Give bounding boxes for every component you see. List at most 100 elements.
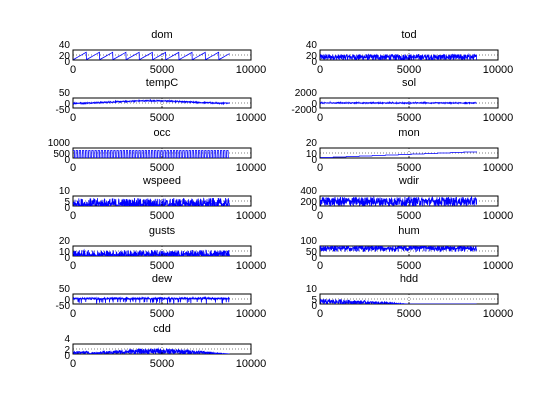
x-tick-label: 0 <box>317 260 323 272</box>
y-tick-label: 50 <box>59 88 71 99</box>
y-tick-label: 4 <box>64 334 70 345</box>
y-tick-label: 2 <box>64 345 70 356</box>
y-tick-label: 0 <box>311 301 317 312</box>
x-tick-label: 10000 <box>483 210 514 222</box>
y-tick-label: 2000 <box>295 88 318 99</box>
x-tick-label: 5000 <box>397 260 421 272</box>
x-tick-label: 10000 <box>236 260 267 272</box>
x-tick-label: 0 <box>70 162 76 174</box>
x-tick-label: 0 <box>70 210 76 222</box>
series-line-cdd <box>73 347 230 354</box>
y-tick-label: 1000 <box>48 138 71 149</box>
subplot-title: dew <box>152 273 172 285</box>
y-tick-label: 20 <box>59 51 71 62</box>
subplot-title: hum <box>398 225 419 237</box>
x-tick-label: 0 <box>70 308 76 320</box>
y-tick-label: -50 <box>56 105 71 116</box>
series-line-dew <box>73 296 230 304</box>
x-tick-label: 5000 <box>150 358 174 370</box>
x-tick-label: 5000 <box>150 64 174 76</box>
y-tick-label: 0 <box>64 253 70 264</box>
y-tick-label: 0 <box>311 57 317 68</box>
y-tick-label: 5 <box>64 197 70 208</box>
y-tick-label: 20 <box>306 51 318 62</box>
series-line-hdd <box>320 298 477 304</box>
x-tick-label: 5000 <box>397 162 421 174</box>
series-line-gusts <box>73 248 231 256</box>
x-tick-label: 5000 <box>150 112 174 124</box>
x-tick-label: 0 <box>70 358 76 370</box>
y-tick-label: 0 <box>64 57 70 68</box>
x-tick-label: 10000 <box>236 210 267 222</box>
subplot-title: cdd <box>153 323 171 335</box>
series-line-tempC <box>73 98 230 106</box>
subplot-title: hdd <box>400 273 418 285</box>
y-tick-label: 10 <box>59 186 71 197</box>
y-tick-label: 0 <box>64 351 70 362</box>
y-tick-label: 500 <box>53 149 70 160</box>
y-tick-label: 20 <box>306 138 318 149</box>
x-tick-label: 5000 <box>150 308 174 320</box>
x-tick-label: 0 <box>317 64 323 76</box>
x-tick-label: 10000 <box>483 64 514 76</box>
series-line-occ <box>73 150 230 158</box>
y-tick-label: 0 <box>64 203 70 214</box>
y-tick-label: 0 <box>311 253 317 264</box>
y-tick-label: 10 <box>306 284 318 295</box>
x-tick-label: 10000 <box>483 260 514 272</box>
subplot-title: wdir <box>398 175 420 187</box>
subplot-title: dom <box>151 29 172 41</box>
x-tick-label: 0 <box>317 210 323 222</box>
x-tick-label: 5000 <box>397 308 421 320</box>
series-line-sol <box>320 100 477 105</box>
x-tick-label: 5000 <box>150 260 174 272</box>
y-tick-label: 0 <box>311 99 317 110</box>
y-tick-label: 200 <box>300 197 317 208</box>
x-tick-label: 10000 <box>483 162 514 174</box>
x-tick-label: 5000 <box>150 210 174 222</box>
series-line-wdir <box>320 196 478 206</box>
x-tick-label: 10000 <box>236 308 267 320</box>
x-tick-label: 5000 <box>397 64 421 76</box>
y-tick-label: 100 <box>300 236 317 247</box>
y-tick-label: 0 <box>64 295 70 306</box>
subplot-title: sol <box>402 77 416 89</box>
series-line-mon <box>320 151 478 158</box>
series-line-dom <box>73 51 230 60</box>
subplot-title: tod <box>401 29 416 41</box>
series-line-wspeed <box>73 197 230 206</box>
x-tick-label: 5000 <box>150 162 174 174</box>
y-tick-label: 10 <box>59 247 71 258</box>
y-tick-label: 50 <box>306 247 318 258</box>
x-tick-label: 10000 <box>236 64 267 76</box>
y-tick-label: 5 <box>311 295 317 306</box>
x-tick-label: 5000 <box>397 112 421 124</box>
subplot-title: gusts <box>149 225 176 237</box>
x-tick-label: 10000 <box>236 162 267 174</box>
subplot-title: occ <box>153 127 171 139</box>
x-tick-label: 0 <box>70 112 76 124</box>
x-tick-label: 10000 <box>483 308 514 320</box>
y-tick-label: 20 <box>59 236 71 247</box>
x-tick-label: 10000 <box>236 358 267 370</box>
subplot-title: wspeed <box>142 175 181 187</box>
x-tick-label: 10000 <box>236 112 267 124</box>
y-tick-label: 10 <box>306 149 318 160</box>
subplot-title: tempC <box>146 77 178 89</box>
series-line-hum <box>320 246 478 253</box>
x-tick-label: 0 <box>317 308 323 320</box>
y-tick-label: -2000 <box>291 105 317 116</box>
x-tick-label: 0 <box>70 260 76 272</box>
x-tick-label: 0 <box>70 64 76 76</box>
y-tick-label: 400 <box>300 186 317 197</box>
